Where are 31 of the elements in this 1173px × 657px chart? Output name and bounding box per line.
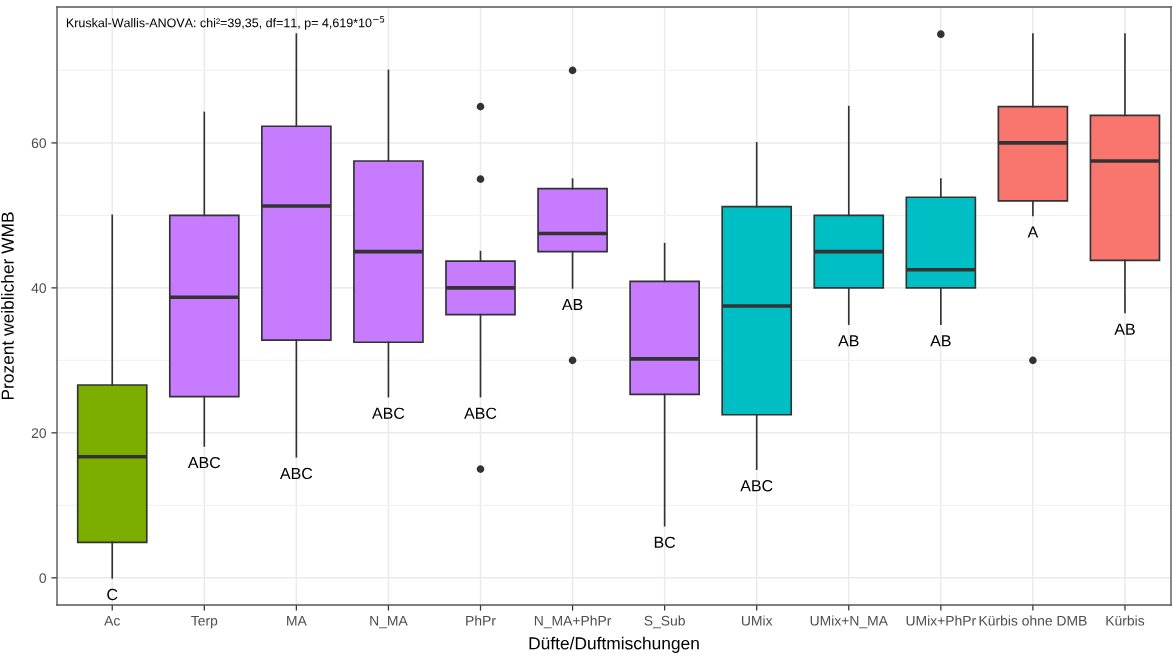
annotation: A	[1027, 226, 1039, 238]
x-tick-label: PhPr	[466, 615, 496, 626]
y-axis-title: Prozent weiblicher WMB	[1, 212, 14, 400]
x-tick-label: Ac	[104, 615, 120, 626]
annotation: ABC	[279, 467, 313, 480]
y-tick-label: 40	[31, 283, 47, 294]
annotation: ABC	[740, 480, 773, 492]
x-tick-label: UMix+PhPr	[906, 615, 976, 626]
x-tick-label: Terp	[191, 615, 218, 629]
x-tick-label: N_MA+PhPr	[534, 615, 612, 629]
y-tick-label: 0	[39, 573, 47, 583]
annotation: AB	[930, 335, 951, 347]
annotation: BC	[654, 536, 676, 548]
y-tick-label: 20	[31, 428, 47, 439]
x-tick-label: MA	[287, 615, 307, 626]
annotation: AB	[838, 335, 859, 347]
annotation: Kruskal-Wallis-ANOVA: chi²=39,35, df=11, p= 4,619*10$^{−5}$	[66, 15, 385, 30]
annotation: ABC	[372, 407, 405, 419]
annotation: ABC	[187, 456, 221, 469]
annotation: C	[107, 588, 118, 601]
annotation: AB	[1114, 323, 1135, 335]
x-tick-label: N_MA	[370, 615, 408, 629]
y-tick-label: 60	[31, 138, 47, 149]
annotation: ABC	[464, 407, 497, 419]
x-tick-label: UMix	[741, 615, 773, 626]
x-tick-label: Kürbis ohne DMB	[979, 615, 1087, 626]
x-axis-title: Düfte/Duftmischungen	[529, 636, 699, 653]
x-tick-label: S_Sub	[644, 615, 685, 629]
x-tick-label: UMix+N_MA	[810, 615, 888, 629]
annotation: AB	[561, 299, 583, 311]
x-tick-label: Kürbis	[1106, 615, 1145, 626]
